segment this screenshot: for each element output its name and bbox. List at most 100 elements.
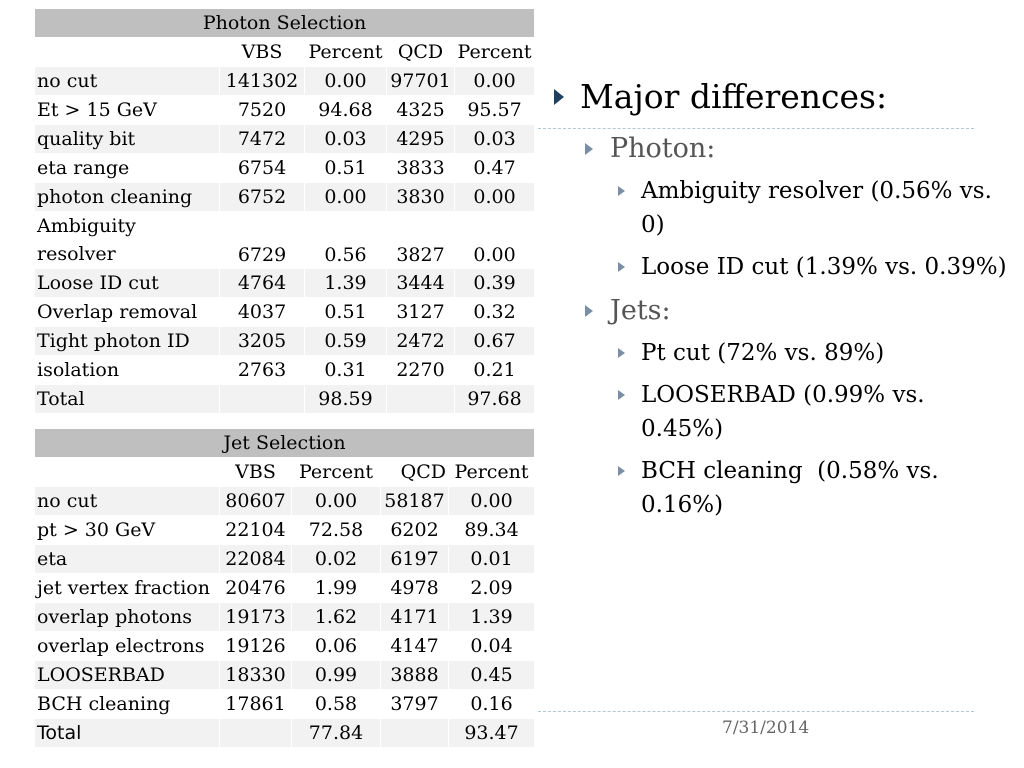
row-label: Total	[34, 718, 220, 748]
table-cell: 4147	[380, 631, 449, 661]
table-cell: 7472	[219, 124, 305, 154]
table-cell: 98.59	[304, 384, 387, 414]
table-row: quality bit 7472 0.03 4295 0.03	[34, 124, 536, 154]
table-cell: 3205	[219, 326, 305, 356]
row-label: Et > 15 GeV	[34, 95, 220, 125]
list-item-text: Pt cut (72% vs. 89%)	[641, 340, 885, 366]
row-label: overlap photons	[34, 602, 220, 632]
table-cell: 4978	[380, 573, 449, 603]
table-row: pt > 30 GeV 22104 72.58 6202 89.34	[34, 515, 536, 545]
table-cell: 97701	[386, 66, 455, 96]
table-cell	[386, 384, 455, 414]
table-row: Tight photon ID 3205 0.59 2472 0.67	[34, 326, 536, 356]
table-row: overlap photons 19173 1.62 4171 1.39	[34, 602, 536, 632]
table-cell: 4764	[219, 268, 305, 298]
table-cell: 77.84	[291, 718, 381, 748]
table-cell: 0.16	[447, 689, 536, 719]
table-row: LOOSERBAD 18330 0.99 3888 0.45	[34, 660, 536, 690]
table-cell: 19173	[219, 602, 292, 632]
header-cell: Percent	[291, 457, 381, 487]
table-cell: 1.39	[304, 268, 387, 298]
table-row: photon cleaning 6752 0.00 3830 0.00	[34, 182, 536, 212]
heading-text: Major differences:	[580, 77, 888, 116]
table-cell: 6754	[219, 153, 305, 183]
table-cell: 2.09	[447, 573, 536, 603]
table-cell: 0.06	[291, 631, 381, 661]
table-row: Total 77.84 93.47	[34, 718, 536, 748]
table-cell: 95.57	[453, 95, 536, 125]
table-cell: 0.58	[291, 689, 381, 719]
table-cell: 0.03	[304, 124, 387, 154]
table-cell: 6202	[380, 515, 449, 545]
table-cell: 0.45	[447, 660, 536, 690]
table-cell: 0.00	[453, 211, 536, 269]
table-row: overlap electrons 19126 0.06 4147 0.04	[34, 631, 536, 661]
row-label: LOOSERBAD	[34, 660, 220, 690]
row-label: Tight photon ID	[34, 326, 220, 356]
table-row: jet vertex fraction 20476 1.99 4978 2.09	[34, 573, 536, 603]
list-item-text: BCH cleaning (0.58% vs. 0.16%)	[641, 458, 946, 518]
list-item: Loose ID cut (1.39% vs. 0.39%)	[548, 250, 1008, 284]
table-cell: 1.39	[447, 602, 536, 632]
header-cell: VBS	[219, 37, 305, 67]
table-row: eta range 6754 0.51 3833 0.47	[34, 153, 536, 183]
header-cell	[34, 457, 220, 487]
row-label: no cut	[34, 486, 220, 516]
header-cell: Percent	[304, 37, 387, 67]
photon-table-title: Photon Selection	[33, 8, 536, 38]
triangle-bullet-icon	[618, 466, 625, 476]
table-row: Overlap removal 4037 0.51 3127 0.32	[34, 297, 536, 327]
table-cell: 0.47	[453, 153, 536, 183]
row-label: photon cleaning	[34, 182, 220, 212]
row-label: quality bit	[34, 124, 220, 154]
table-row: Total 98.59 97.68	[34, 384, 536, 414]
triangle-bullet-icon	[585, 305, 593, 317]
list-item: LOOSERBAD (0.99% vs. 0.45%)	[548, 378, 1008, 446]
table-cell: 0.00	[291, 486, 381, 516]
table-row: BCH cleaning 17861 0.58 3797 0.16	[34, 689, 536, 719]
header-cell: Percent	[447, 457, 536, 487]
row-label: Ambiguity resolver	[34, 211, 220, 269]
table-cell: 1.99	[291, 573, 381, 603]
table-cell: 3797	[380, 689, 449, 719]
table-cell: 0.99	[291, 660, 381, 690]
jet-selection-table: Jet Selection VBS Percent QCD Percent no…	[33, 428, 536, 748]
table-cell: 3827	[386, 211, 455, 269]
table-cell: 0.01	[447, 544, 536, 574]
row-label: eta	[34, 544, 220, 574]
table-cell	[219, 384, 305, 414]
table-cell: 0.00	[304, 66, 387, 96]
table-cell: 0.59	[304, 326, 387, 356]
list-item-text: Ambiguity resolver (0.56% vs. 0)	[641, 178, 992, 238]
table-cell: 2472	[386, 326, 455, 356]
header-cell: QCD	[380, 457, 449, 487]
row-label: no cut	[34, 66, 220, 96]
differences-list: Major differences: Photon: Ambiguity res…	[548, 74, 1008, 530]
table-cell: 3444	[386, 268, 455, 298]
triangle-bullet-icon	[618, 262, 625, 272]
bullet-jets: Jets:	[548, 292, 1008, 330]
table-cell	[219, 718, 292, 748]
row-label: Overlap removal	[34, 297, 220, 327]
table-cell: 0.02	[291, 544, 381, 574]
table-cell: 7520	[219, 95, 305, 125]
table-row: Ambiguity resolver 6729 0.56 3827 0.00	[34, 211, 536, 269]
header-cell: QCD	[386, 37, 455, 67]
table-cell: 0.39	[453, 268, 536, 298]
table-cell: 18330	[219, 660, 292, 690]
table-cell: 89.34	[447, 515, 536, 545]
list-item: Pt cut (72% vs. 89%)	[548, 336, 1008, 370]
triangle-bullet-icon	[618, 348, 625, 358]
row-label: Loose ID cut	[34, 268, 220, 298]
table-cell: 17861	[219, 689, 292, 719]
table-cell: 2270	[386, 355, 455, 385]
table-cell: 0.00	[453, 66, 536, 96]
table-cell: 3888	[380, 660, 449, 690]
table-cell: 0.00	[453, 182, 536, 212]
table-cell: 4171	[380, 602, 449, 632]
row-label: isolation	[34, 355, 220, 385]
table-cell: 0.04	[447, 631, 536, 661]
table-cell: 0.31	[304, 355, 387, 385]
table-row: Loose ID cut 4764 1.39 3444 0.39	[34, 268, 536, 298]
header-cell: Percent	[453, 37, 536, 67]
